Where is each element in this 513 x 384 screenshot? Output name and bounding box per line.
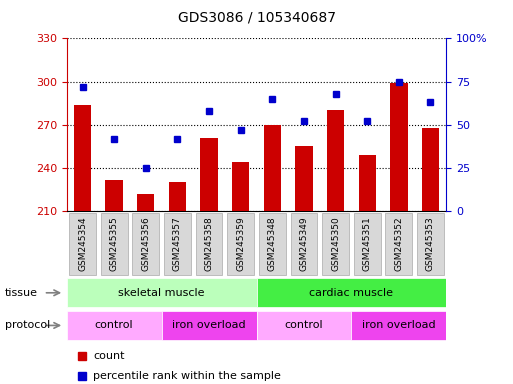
Text: GSM245348: GSM245348 (268, 217, 277, 271)
Text: GSM245349: GSM245349 (300, 217, 308, 271)
Bar (164, 212, 191, 275)
Text: control: control (285, 320, 323, 331)
Text: GSM245354: GSM245354 (78, 217, 87, 271)
Text: protocol: protocol (5, 320, 50, 331)
Text: percentile rank within the sample: percentile rank within the sample (93, 371, 281, 381)
Text: GSM245358: GSM245358 (205, 217, 213, 271)
Bar (295, 146, 312, 211)
Bar (264, 125, 281, 211)
Bar (256, 311, 351, 340)
Bar (101, 212, 128, 275)
Text: skeletal muscle: skeletal muscle (119, 288, 205, 298)
Bar (359, 155, 376, 211)
Bar (385, 212, 412, 275)
Bar (74, 104, 91, 211)
Text: GSM245350: GSM245350 (331, 217, 340, 271)
Bar (232, 162, 249, 211)
Bar (67, 278, 256, 308)
Text: GSM245355: GSM245355 (110, 217, 119, 271)
Text: tissue: tissue (5, 288, 38, 298)
Text: iron overload: iron overload (362, 320, 436, 331)
Bar (354, 212, 381, 275)
Text: control: control (95, 320, 133, 331)
Bar (327, 111, 344, 211)
Bar (169, 182, 186, 211)
Bar (417, 212, 444, 275)
Text: GSM245356: GSM245356 (141, 217, 150, 271)
Text: GSM245351: GSM245351 (363, 217, 372, 271)
Text: GSM245352: GSM245352 (394, 217, 403, 271)
Text: GDS3086 / 105340687: GDS3086 / 105340687 (177, 11, 336, 25)
Bar (290, 212, 318, 275)
Text: GSM245359: GSM245359 (236, 217, 245, 271)
Bar (137, 194, 154, 211)
Bar (351, 311, 446, 340)
Bar (227, 212, 254, 275)
Bar (422, 127, 439, 211)
Bar (201, 138, 218, 211)
Text: cardiac muscle: cardiac muscle (309, 288, 393, 298)
Text: GSM245353: GSM245353 (426, 217, 435, 271)
Bar (69, 212, 96, 275)
Bar (322, 212, 349, 275)
Text: iron overload: iron overload (172, 320, 246, 331)
Text: GSM245357: GSM245357 (173, 217, 182, 271)
Text: count: count (93, 351, 125, 361)
Bar (259, 212, 286, 275)
Bar (390, 83, 407, 211)
Bar (256, 278, 446, 308)
Bar (106, 180, 123, 211)
Bar (132, 212, 159, 275)
Bar (67, 311, 162, 340)
Bar (195, 212, 223, 275)
Bar (162, 311, 256, 340)
